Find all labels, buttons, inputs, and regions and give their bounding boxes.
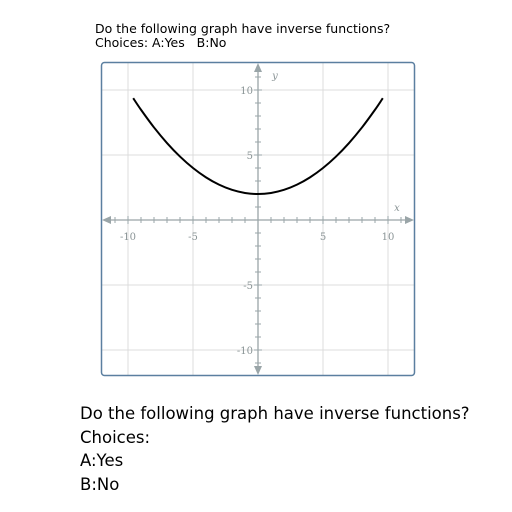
- y-axis-label: y: [271, 71, 278, 82]
- x-tick-label: 10: [382, 232, 395, 243]
- y-axis-arrow-up: [254, 63, 262, 72]
- header-question-text: Do the following graph have inverse func…: [95, 21, 391, 36]
- y-tick-label: 5: [247, 151, 253, 162]
- header-question: Do the following graph have inverse func…: [95, 22, 390, 50]
- graph-frame: [100, 61, 416, 377]
- y-tick-label: -10: [237, 346, 253, 357]
- x-tick-label: 5: [320, 232, 326, 243]
- y-tick-label: -5: [243, 281, 253, 292]
- x-tick-label: -10: [120, 232, 136, 243]
- choices-label: Choices:: [80, 427, 151, 447]
- option-a[interactable]: A:Yes: [80, 451, 124, 470]
- x-axis-label: x: [394, 203, 400, 214]
- axes: -10 -5 5 10 10 5 -5 -10 x y: [102, 63, 414, 375]
- x-tick-label: -5: [188, 232, 198, 243]
- curve-layer: [132, 97, 384, 196]
- option-b[interactable]: B:No: [80, 474, 120, 494]
- question-text: Do the following graph have inverse func…: [80, 404, 470, 423]
- x-axis-arrow-right: [405, 216, 414, 224]
- question-block: Do the following graph have inverse func…: [80, 402, 470, 496]
- header-choices-text: Choices: A:Yes B:No: [95, 35, 227, 50]
- x-axis-arrow-left: [102, 216, 111, 224]
- y-axis-arrow-down: [254, 366, 262, 375]
- curve-curve: [132, 97, 384, 196]
- y-tick-label: 10: [240, 86, 253, 97]
